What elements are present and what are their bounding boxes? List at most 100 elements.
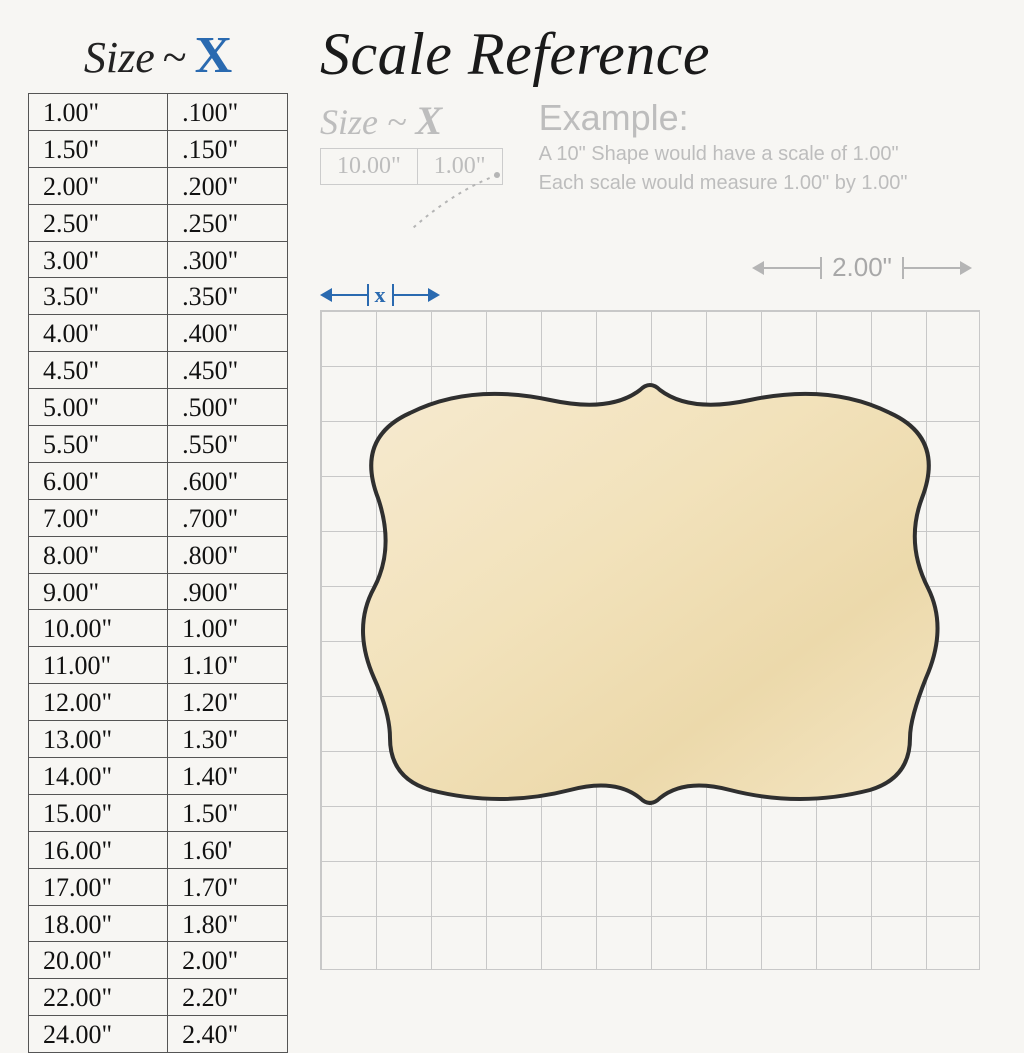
mini-cell-scale: 1.00" [418,149,502,184]
size-table: 1.00".100"1.50".150"2.00".200"2.50".250"… [28,93,288,1053]
cell-scale: .500" [168,389,288,426]
table-row: 5.00".500" [29,389,288,426]
cell-size: 14.00" [29,758,168,795]
example-block: Example: A 10" Shape would have a scale … [539,97,1000,197]
mini-cell-size: 10.00" [321,149,418,184]
cell-size: 18.00" [29,905,168,942]
mini-dash: ~ [387,102,406,142]
table-row: 14.00"1.40" [29,758,288,795]
cell-size: 3.50" [29,278,168,315]
table-row: 1.50".150" [29,130,288,167]
cell-scale: 2.20" [168,979,288,1016]
cell-scale: .300" [168,241,288,278]
size-header: Size ~ X [28,26,288,85]
table-row: 16.00"1.60' [29,831,288,868]
table-row: 3.50".350" [29,278,288,315]
page-title: Scale Reference [320,20,1000,89]
cell-size: 3.00" [29,241,168,278]
arrow-left-icon [752,261,764,275]
table-row: 17.00"1.70" [29,868,288,905]
table-row: 3.00".300" [29,241,288,278]
cell-scale: .800" [168,536,288,573]
example-line1: A 10" Shape would have a scale of 1.00" [539,141,1000,168]
cell-size: 4.50" [29,352,168,389]
cell-size: 8.00" [29,536,168,573]
cell-size: 10.00" [29,610,168,647]
cell-scale: 1.30" [168,721,288,758]
size-label: Size [84,33,155,82]
table-row: 9.00".900" [29,573,288,610]
cell-size: 11.00" [29,647,168,684]
table-row: 4.50".450" [29,352,288,389]
table-row: 4.00".400" [29,315,288,352]
table-row: 2.50".250" [29,204,288,241]
table-row: 13.00"1.30" [29,721,288,758]
cell-scale: 1.00" [168,610,288,647]
table-row: 24.00"2.40" [29,1016,288,1053]
cell-size: 1.50" [29,130,168,167]
cell-size: 6.00" [29,462,168,499]
cell-size: 16.00" [29,831,168,868]
table-row: 1.00".100" [29,94,288,131]
cell-size: 2.00" [29,167,168,204]
cell-scale: .400" [168,315,288,352]
mini-size-box: Size ~ X 10.00" 1.00" [320,97,503,185]
cell-size: 17.00" [29,868,168,905]
table-row: 10.00"1.00" [29,610,288,647]
cell-scale: .200" [168,167,288,204]
cell-scale: 1.70" [168,868,288,905]
x-marker-label: x [369,282,392,308]
table-row: 12.00"1.20" [29,684,288,721]
table-row: 6.00".600" [29,462,288,499]
size-dash: ~ [159,33,191,82]
two-marker-label: 2.00" [822,252,902,283]
scale-grid [320,310,980,970]
cell-scale: 1.80" [168,905,288,942]
table-row: 15.00"1.50" [29,794,288,831]
arrow-right-icon [428,288,440,302]
table-row: 11.00"1.10" [29,647,288,684]
cell-size: 20.00" [29,942,168,979]
cell-scale: .150" [168,130,288,167]
cell-scale: 1.40" [168,758,288,795]
table-row: 8.00".800" [29,536,288,573]
cell-size: 15.00" [29,794,168,831]
cell-scale: .550" [168,426,288,463]
size-table-panel: Size ~ X 1.00".100"1.50".150"2.00".200"2… [28,26,288,1053]
cell-size: 13.00" [29,721,168,758]
table-row: 2.00".200" [29,167,288,204]
cell-size: 5.50" [29,426,168,463]
two-inch-marker: 2.00" [752,252,972,283]
cell-size: 2.50" [29,204,168,241]
cell-size: 22.00" [29,979,168,1016]
example-line2: Each scale would measure 1.00" by 1.00" [539,170,1000,197]
cell-size: 4.00" [29,315,168,352]
cell-scale: 1.50" [168,794,288,831]
cell-scale: 1.60' [168,831,288,868]
cell-size: 7.00" [29,499,168,536]
table-row: 5.50".550" [29,426,288,463]
arrow-left-icon [320,288,332,302]
cell-size: 1.00" [29,94,168,131]
mini-header: Size ~ X [320,97,503,144]
example-head: Example: [539,97,1000,139]
mini-label: Size [320,102,378,142]
table-row: 20.00"2.00" [29,942,288,979]
cell-scale: .600" [168,462,288,499]
table-row: 18.00"1.80" [29,905,288,942]
cell-size: 9.00" [29,573,168,610]
cell-scale: .900" [168,573,288,610]
table-row: 22.00"2.20" [29,979,288,1016]
wood-plaque-shape [350,378,950,808]
cell-size: 12.00" [29,684,168,721]
table-row: 7.00".700" [29,499,288,536]
cell-size: 24.00" [29,1016,168,1053]
mini-x: X [415,98,442,143]
cell-scale: .350" [168,278,288,315]
cell-scale: .450" [168,352,288,389]
cell-scale: 2.00" [168,942,288,979]
cell-scale: .100" [168,94,288,131]
cell-scale: .250" [168,204,288,241]
cell-scale: 1.10" [168,647,288,684]
cell-scale: .700" [168,499,288,536]
